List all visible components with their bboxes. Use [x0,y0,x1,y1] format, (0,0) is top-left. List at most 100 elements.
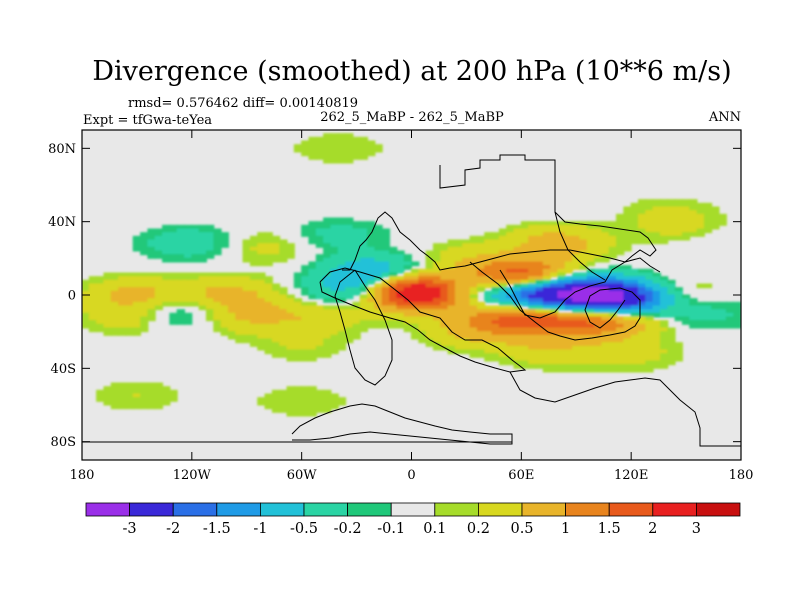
field-cell [462,323,471,329]
field-cell [323,400,332,406]
field-cell [154,294,164,300]
field-cell [367,316,376,322]
field-cell [110,309,120,314]
field-cell [652,298,661,303]
field-cell [140,239,149,245]
field-cell [257,290,266,296]
field-cell [110,397,120,402]
field-cell [257,331,266,336]
field-cell [227,305,237,311]
field-cell [689,232,698,237]
field-cell [498,232,508,237]
y-tick-label: 40S [51,362,76,377]
field-cell [564,305,574,311]
field-cell [110,323,120,329]
field-cell [623,320,632,325]
field-cell [484,261,493,267]
field-cell [235,334,244,340]
field-cell [154,232,164,237]
field-cell [586,312,596,318]
field-cell [528,353,537,358]
field-cell [308,140,317,146]
colorbar-label: 3 [692,521,701,537]
field-cell [432,250,442,256]
field-cell [542,364,552,369]
colorbar-label: -1.5 [203,521,231,537]
field-cell [645,294,654,300]
field-cell [447,320,456,325]
field-cell [271,349,281,355]
field-cell [528,224,537,230]
field-cell [725,309,735,314]
field-cell [227,309,237,314]
field-cell [359,323,369,329]
field-cell [579,323,588,329]
field-cell [637,301,647,307]
field-cell [711,217,720,223]
field-cell [345,287,354,292]
field-cell [132,235,142,241]
field-cell [103,298,112,303]
field-cell [110,298,120,303]
field-cell [286,305,295,311]
field-cell [645,224,654,230]
field-cell [198,287,207,292]
field-cell [249,261,259,267]
field-cell [564,261,574,267]
field-cell [484,283,493,289]
field-cell [403,279,412,285]
field-cell [323,309,332,314]
field-cell [110,276,120,281]
field-cell [557,268,566,274]
field-cell [623,268,632,274]
field-cell [432,323,442,329]
field-cell [381,283,391,289]
field-cell [103,294,112,300]
field-cell [308,349,317,355]
field-cell [476,327,486,333]
field-cell [96,312,105,318]
field-cell [132,316,142,322]
field-cell [557,243,566,248]
field-cell [476,312,486,318]
field-cell [169,272,178,278]
field-cell [564,345,574,351]
field-cell [345,239,354,245]
field-cell [301,309,310,314]
field-cell [257,261,266,267]
field-cell [542,349,552,355]
field-cell [520,268,530,274]
field-cell [506,235,515,241]
field-cell [308,397,317,402]
field-cell [469,353,478,358]
field-cell [184,228,193,234]
field-cell [616,349,625,355]
field-cell [162,283,171,289]
field-cell [286,393,295,399]
field-cell [323,408,332,413]
field-cell [198,228,207,234]
field-cell [125,294,134,300]
field-cell [498,228,508,234]
field-cell [323,349,332,355]
field-cell [535,224,544,230]
field-cell [271,327,281,333]
field-cell [264,393,273,399]
field-cell [528,305,537,311]
field-cell [184,243,193,248]
field-cell [586,294,596,300]
field-cell [140,389,149,395]
field-cell [374,144,383,149]
field-cell [550,254,559,259]
field-cell [220,327,229,333]
field-cell [242,305,251,311]
field-cell [513,338,522,344]
coastline-australia-east [509,371,741,447]
field-cell [550,287,559,292]
field-cell [154,235,164,241]
field-cell [132,389,142,395]
field-cell [425,301,434,307]
field-cell [367,276,376,281]
field-cell [367,298,376,303]
field-cell [542,342,552,347]
